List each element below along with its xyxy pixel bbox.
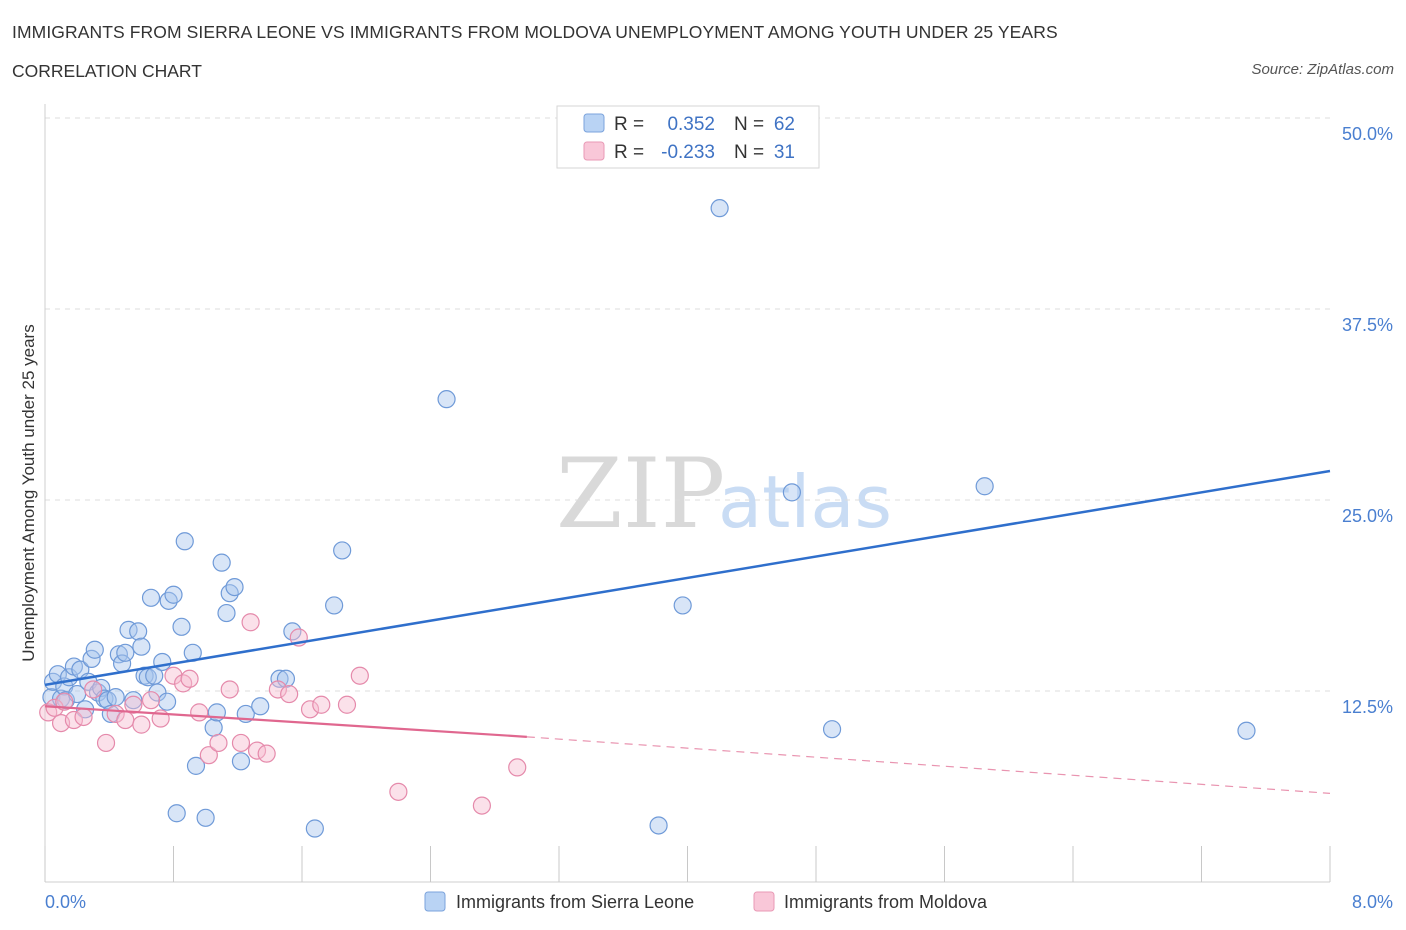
sierra-leone-point-24: [124, 691, 143, 710]
watermark-zip: ZIP: [556, 438, 725, 550]
bottom-legend-moldova: Immigrants from Moldova: [784, 892, 988, 912]
legend-r-value-0: 0.352: [667, 114, 715, 135]
y-axis-label: Unemployment Among Youth under 25 years: [19, 324, 38, 661]
moldova-point-18: [199, 746, 218, 765]
sierra-leone-point-22: [116, 643, 135, 662]
watermark-atlas: atlas: [718, 460, 892, 544]
moldova-points: [39, 613, 527, 815]
sierra-leone-point-48: [231, 752, 251, 771]
stats-legend: R = 0.352 N = 62 R = -0.233 N = 31: [556, 105, 820, 169]
moldova-point-12: [141, 691, 161, 710]
moldova-point-20: [220, 680, 239, 699]
moldova-point-30: [337, 695, 357, 714]
sierra-leone-point-50: [251, 697, 270, 716]
sierra-leone-point-19: [106, 688, 125, 707]
moldova-point-17: [190, 703, 209, 722]
sierra-leone-point-41: [196, 808, 215, 827]
moldova-point-16: [180, 669, 199, 688]
zipatlas-watermark: ZIP atlas: [556, 438, 892, 550]
legend-swatch-sierra-leone: [583, 113, 605, 133]
sierra-leone-point-63: [975, 477, 994, 496]
moldova-trend-extension: [526, 736, 1331, 794]
x-tick-label-min: 0.0%: [45, 892, 86, 912]
source-label: Source: ZipAtlas.com: [1251, 61, 1394, 78]
bottom-legend-swatch-sierra-leone: [424, 891, 446, 912]
trend-lines: [44, 469, 1331, 794]
legend-n-label-0: N =: [734, 114, 764, 135]
moldova-point-29: [312, 695, 331, 714]
sierra-leone-point-32: [153, 652, 172, 672]
y-tick-labels: 12.5% 25.0% 37.5% 50.0%: [1342, 124, 1393, 717]
bottom-legend-sierra-leone: Immigrants from Sierra Leone: [456, 892, 694, 912]
moldova-point-24: [257, 744, 276, 763]
sierra-leone-point-38: [175, 532, 194, 551]
moldova-point-11: [132, 715, 151, 734]
legend-n-label-1: N =: [734, 142, 764, 163]
legend-r-label-0: R =: [614, 114, 644, 135]
sierra-leone-point-61: [782, 483, 802, 502]
sierra-leone-point-25: [129, 622, 148, 641]
sierra-leone-point-35: [164, 585, 183, 604]
legend-n-value-0: 62: [774, 114, 795, 135]
y-tick-label-2: 37.5%: [1342, 315, 1393, 335]
sierra-leone-point-47: [225, 577, 244, 597]
sierra-leone-point-31: [148, 683, 167, 702]
sierra-leone-point-58: [649, 816, 668, 835]
moldova-point-32: [389, 782, 408, 801]
moldova-point-21: [231, 733, 251, 753]
sierra-leone-point-56: [333, 541, 352, 560]
legend-swatch-moldova: [583, 141, 605, 161]
moldova-point-3: [55, 692, 74, 711]
sierra-leone-point-13: [85, 640, 104, 659]
axes: [44, 104, 1331, 883]
moldova-point-6: [84, 680, 103, 699]
y-tick-label-0: 12.5%: [1342, 697, 1393, 717]
moldova-trend-line: [44, 705, 527, 738]
sierra-leone-point-60: [710, 199, 729, 218]
moldova-point-5: [74, 707, 93, 727]
sierra-leone-point-34: [159, 591, 178, 610]
sierra-leone-point-36: [167, 804, 186, 823]
series-legend: Immigrants from Sierra Leone Immigrants …: [424, 891, 988, 912]
moldova-point-33: [472, 796, 491, 815]
x-tick-label-max: 8.0%: [1352, 892, 1393, 912]
chart-title: IMMIGRANTS FROM SIERRA LEONE VS IMMIGRAN…: [12, 22, 1058, 42]
sierra-leone-point-45: [217, 603, 236, 623]
moldova-point-22: [241, 613, 260, 632]
chart-subtitle: CORRELATION CHART: [12, 61, 202, 81]
moldova-point-28: [300, 700, 320, 719]
sierra-leone-point-54: [305, 819, 324, 838]
sierra-leone-point-33: [157, 692, 177, 711]
sierra-leone-point-46: [220, 584, 239, 603]
sierra-leone-point-42: [204, 718, 223, 737]
sierra-leone-point-26: [132, 637, 151, 656]
sierra-leone-point-29: [141, 588, 161, 607]
sierra-leone-point-40: [186, 756, 206, 775]
sierra-leone-point-62: [822, 720, 842, 739]
moldova-point-25: [268, 680, 288, 699]
legend-r-label-1: R =: [614, 142, 644, 163]
sierra-leone-trend-line: [44, 469, 1331, 687]
moldova-point-7: [96, 733, 116, 753]
sierra-leone-point-57: [437, 390, 456, 409]
y-tick-label-1: 25.0%: [1342, 506, 1393, 526]
sierra-leone-point-37: [172, 617, 191, 636]
moldova-point-31: [350, 666, 369, 685]
moldova-point-10: [124, 695, 143, 714]
moldova-point-34: [508, 758, 527, 777]
moldova-point-9: [116, 710, 135, 730]
y-tick-label-3: 50.0%: [1342, 124, 1393, 144]
sierra-leone-point-64: [1237, 721, 1256, 740]
legend-n-value-1: 31: [774, 142, 795, 163]
sierra-leone-point-23: [119, 620, 138, 639]
sierra-leone-point-59: [673, 596, 692, 615]
sierra-leone-point-55: [325, 596, 344, 615]
moldova-point-19: [209, 733, 228, 753]
legend-r-value-1: -0.233: [661, 142, 715, 163]
sierra-leone-point-44: [212, 553, 231, 572]
bottom-legend-swatch-moldova: [753, 891, 775, 912]
moldova-point-26: [280, 684, 299, 704]
